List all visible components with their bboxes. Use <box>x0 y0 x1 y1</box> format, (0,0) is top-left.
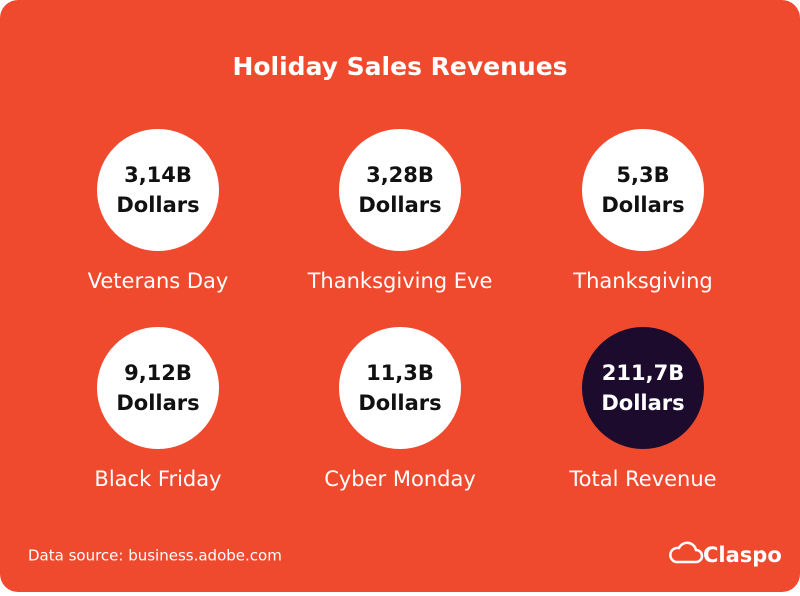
value-circle <box>582 129 704 251</box>
unit: Dollars <box>601 391 684 415</box>
value: 3,28B <box>366 163 434 187</box>
item-label: Black Friday <box>94 467 221 491</box>
value: 211,7B <box>602 361 684 385</box>
cloud-icon <box>669 541 704 564</box>
item-label: Total Revenue <box>568 467 716 491</box>
unit: Dollars <box>358 391 441 415</box>
unit: Dollars <box>601 193 684 217</box>
value-circle <box>97 129 219 251</box>
item-label: Thanksgiving Eve <box>307 269 493 293</box>
item-label: Thanksgiving <box>572 269 712 293</box>
value-circle <box>97 327 219 449</box>
unit: Dollars <box>116 193 199 217</box>
value-circle <box>339 129 461 251</box>
value: 11,3B <box>366 361 434 385</box>
brand-logo: Claspo <box>669 541 782 567</box>
value-circle <box>339 327 461 449</box>
brand: Claspo <box>703 543 782 567</box>
item-label: Veterans Day <box>88 269 229 293</box>
value-circle <box>582 327 704 449</box>
unit: Dollars <box>358 193 441 217</box>
title: Holiday Sales Revenues <box>232 52 567 81</box>
value: 9,12B <box>124 361 192 385</box>
source: Data source: business.adobe.com <box>28 547 282 565</box>
unit: Dollars <box>116 391 199 415</box>
value: 3,14B <box>124 163 192 187</box>
value: 5,3B <box>616 163 669 187</box>
item-label: Cyber Monday <box>324 467 476 491</box>
